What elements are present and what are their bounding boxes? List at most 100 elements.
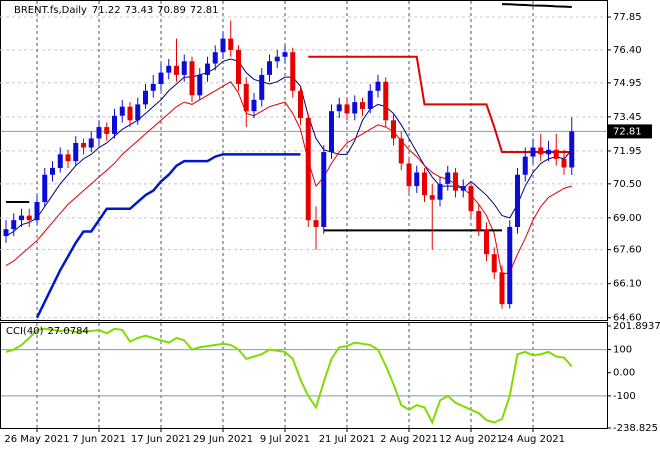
candle-body xyxy=(383,81,389,121)
main-panel xyxy=(0,0,608,321)
candle-body xyxy=(119,106,125,116)
candle-body xyxy=(197,74,203,96)
high-value: 73.43 xyxy=(125,5,154,16)
indicator-panel xyxy=(0,322,608,429)
candle-body xyxy=(81,142,86,148)
candle-body xyxy=(398,138,404,164)
candle-body xyxy=(150,83,156,91)
candle-body xyxy=(88,138,94,148)
candle-body xyxy=(42,174,48,202)
candle-body xyxy=(158,72,164,84)
last-price-box xyxy=(608,124,652,139)
indicator-value: 27.0784 xyxy=(47,326,88,337)
candle-body xyxy=(468,186,474,212)
candle-body xyxy=(282,52,288,57)
candle-body xyxy=(538,147,544,155)
candle-body xyxy=(352,102,358,114)
candle-body xyxy=(205,63,210,75)
candle-body xyxy=(259,74,265,100)
candle-body xyxy=(228,38,234,50)
candle-body xyxy=(391,120,396,139)
candle-body xyxy=(367,90,373,109)
y-tick-label: 64.60 xyxy=(613,313,642,324)
indicator-tick-label: 201.8937 xyxy=(613,321,660,332)
candle-body xyxy=(336,104,342,112)
x-tick-label: 7 Jun 2021 xyxy=(72,434,126,445)
candle-body xyxy=(96,127,102,139)
y-tick-label: 77.85 xyxy=(613,12,642,23)
x-tick-label: 12 Aug 2021 xyxy=(439,434,503,445)
candle-body xyxy=(546,149,551,155)
candle-body xyxy=(437,183,443,200)
candle-body xyxy=(515,174,520,227)
candle-body xyxy=(189,61,195,96)
overlay-line xyxy=(5,81,572,276)
candle-body xyxy=(429,195,435,200)
y-tick-label: 76.40 xyxy=(613,45,642,56)
x-tick-label: 24 Aug 2021 xyxy=(501,434,565,445)
close-value: 72.81 xyxy=(190,5,219,16)
candle-body xyxy=(19,215,24,221)
candle-body xyxy=(220,38,226,53)
candle-body xyxy=(3,229,9,237)
indicator-tick-label: 0.00 xyxy=(613,368,635,379)
x-tick-label: 21 Jul 2021 xyxy=(319,434,376,445)
candle-body xyxy=(329,111,334,153)
overlay-line xyxy=(35,153,301,319)
candle-body xyxy=(236,49,241,84)
candle-body xyxy=(453,172,458,191)
candle-body xyxy=(143,90,148,105)
candle-body xyxy=(65,154,71,162)
candle-body xyxy=(460,186,466,191)
x-tick-label: 17 Jun 2021 xyxy=(131,434,191,445)
y-tick-label: 71.95 xyxy=(613,146,642,157)
candle-body xyxy=(243,83,249,112)
candle-body xyxy=(290,52,296,91)
candle-body xyxy=(414,172,420,187)
candle-body xyxy=(321,152,327,227)
candle-body xyxy=(530,147,536,157)
candle-body xyxy=(561,158,567,168)
candle-body xyxy=(212,52,218,64)
y-tick-label: 69.00 xyxy=(613,213,642,224)
indicator-line xyxy=(5,327,573,426)
candle-body xyxy=(135,104,141,121)
candle-body xyxy=(313,220,319,227)
candle-body xyxy=(305,118,311,221)
y-tick-label: 66.10 xyxy=(613,279,642,290)
candle-body xyxy=(360,102,365,109)
chart-header: BRENT.fs,Daily 71.22 73.43 70.89 72.81 xyxy=(14,5,218,16)
overlay-line xyxy=(6,200,502,232)
candle-body xyxy=(422,172,427,196)
candle-body xyxy=(375,81,381,91)
indicator-tick-label: -238.825 xyxy=(613,423,658,434)
candle-body xyxy=(104,127,110,134)
x-tick-label: 9 Jul 2021 xyxy=(260,434,310,445)
x-tick-label: 26 May 2021 xyxy=(4,434,69,445)
x-tick-label: 2 Aug 2021 xyxy=(380,434,438,445)
candle-body xyxy=(26,215,32,221)
candle-body xyxy=(476,211,482,230)
candle-body xyxy=(181,61,187,75)
candle-body xyxy=(507,226,513,305)
y-tick-label: 74.95 xyxy=(613,78,642,89)
y-tick-label: 73.45 xyxy=(613,112,642,123)
candle-body xyxy=(491,254,497,273)
overlay-line xyxy=(5,58,573,237)
candle-body xyxy=(57,154,63,168)
indicator-tick-label: -100 xyxy=(613,391,636,402)
candle-body xyxy=(274,56,280,62)
candle-body xyxy=(166,65,172,73)
candle-body xyxy=(34,201,40,221)
candle-body xyxy=(522,156,528,175)
candle-body xyxy=(251,99,257,112)
indicator-header: CCI(40) 27.0784 xyxy=(6,326,89,337)
overlay-line xyxy=(501,3,572,9)
symbol-title: BRENT.fs,Daily xyxy=(14,5,87,16)
candle-body xyxy=(499,272,505,305)
candle-body xyxy=(267,61,272,75)
candle-body xyxy=(50,167,55,175)
overlay-line xyxy=(308,55,572,154)
candle-body xyxy=(11,220,17,230)
